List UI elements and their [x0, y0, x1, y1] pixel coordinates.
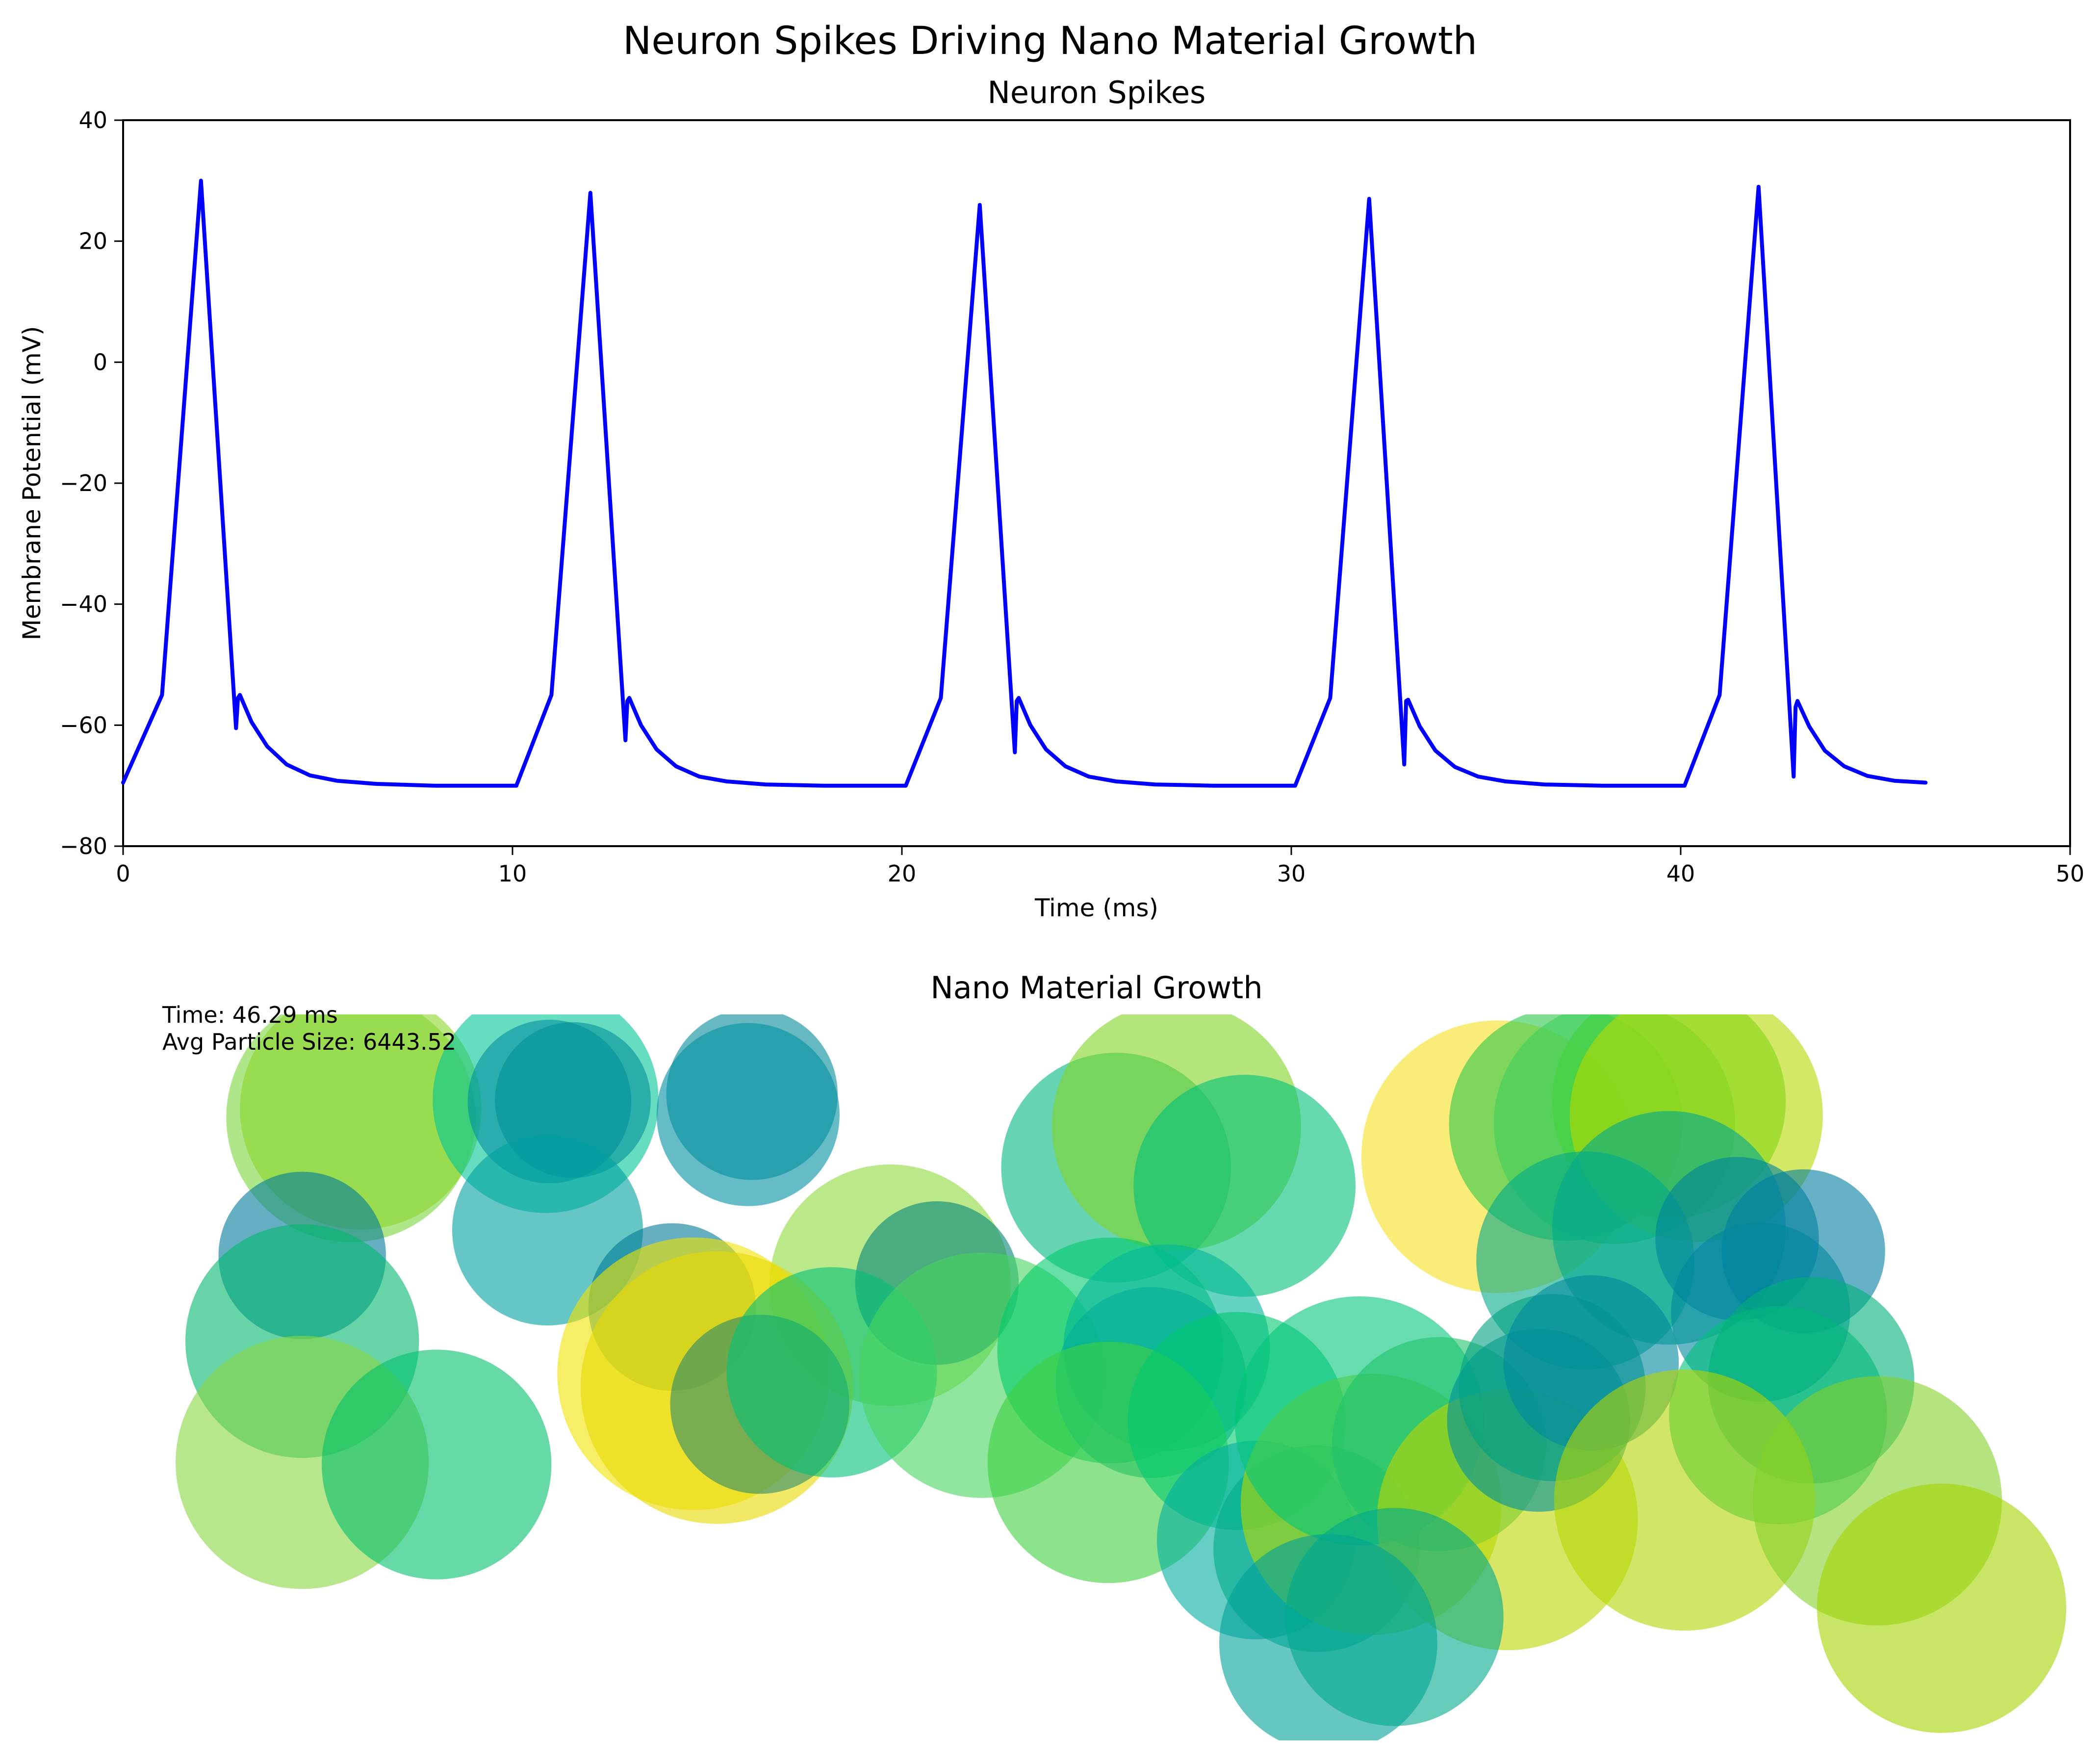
x-tick-label: 20 — [888, 860, 917, 887]
x-tick-label: 0 — [116, 860, 130, 887]
y-tick-label: 20 — [78, 228, 107, 255]
particle — [322, 1349, 552, 1580]
particle — [656, 1023, 840, 1206]
figure-suptitle: Neuron Spikes Driving Nano Material Grow… — [623, 19, 1477, 63]
x-tick-label: 10 — [498, 860, 527, 887]
y-tick-label: 0 — [93, 349, 107, 375]
membrane-potential-line — [121, 179, 1928, 788]
x-axis-ticks: 0 10 20 30 40 50 — [116, 846, 2084, 887]
neuron-spikes-title: Neuron Spikes — [988, 75, 1206, 110]
y-tick-label: 40 — [78, 107, 107, 133]
line-layer — [121, 179, 1928, 788]
particle — [1554, 1370, 1815, 1631]
y-tick-label: −80 — [60, 833, 107, 859]
y-tick-label: −20 — [60, 470, 107, 496]
time-annotation: Time: 46.29 ms — [162, 1002, 338, 1028]
nano-growth-title: Nano Material Growth — [930, 970, 1262, 1006]
x-axis-label: Time (ms) — [1034, 894, 1158, 922]
particle — [1285, 1508, 1504, 1726]
y-axis-ticks: 40 20 0 −20 −40 −60 −80 — [60, 107, 123, 859]
particle — [1133, 1075, 1356, 1297]
y-axis-label: Membrane Potential (mV) — [18, 326, 46, 641]
particle — [1817, 1483, 2067, 1733]
x-tick-label: 30 — [1277, 860, 1306, 887]
avg-size-annotation: Avg Particle Size: 6443.52 — [162, 1029, 456, 1055]
y-tick-label: −60 — [60, 712, 107, 738]
y-tick-label: −40 — [60, 591, 107, 618]
x-tick-label: 40 — [1666, 860, 1695, 887]
x-tick-label: 50 — [2056, 860, 2085, 887]
neuron-spikes-plot: Neuron Spikes 0 10 20 30 40 50 40 20 0 −20 −40 −60… — [18, 75, 2084, 922]
particle-layer — [176, 1014, 2067, 1740]
nano-growth-plot: Nano Material Growth Time: 46.29 ms Avg … — [162, 970, 2067, 1740]
